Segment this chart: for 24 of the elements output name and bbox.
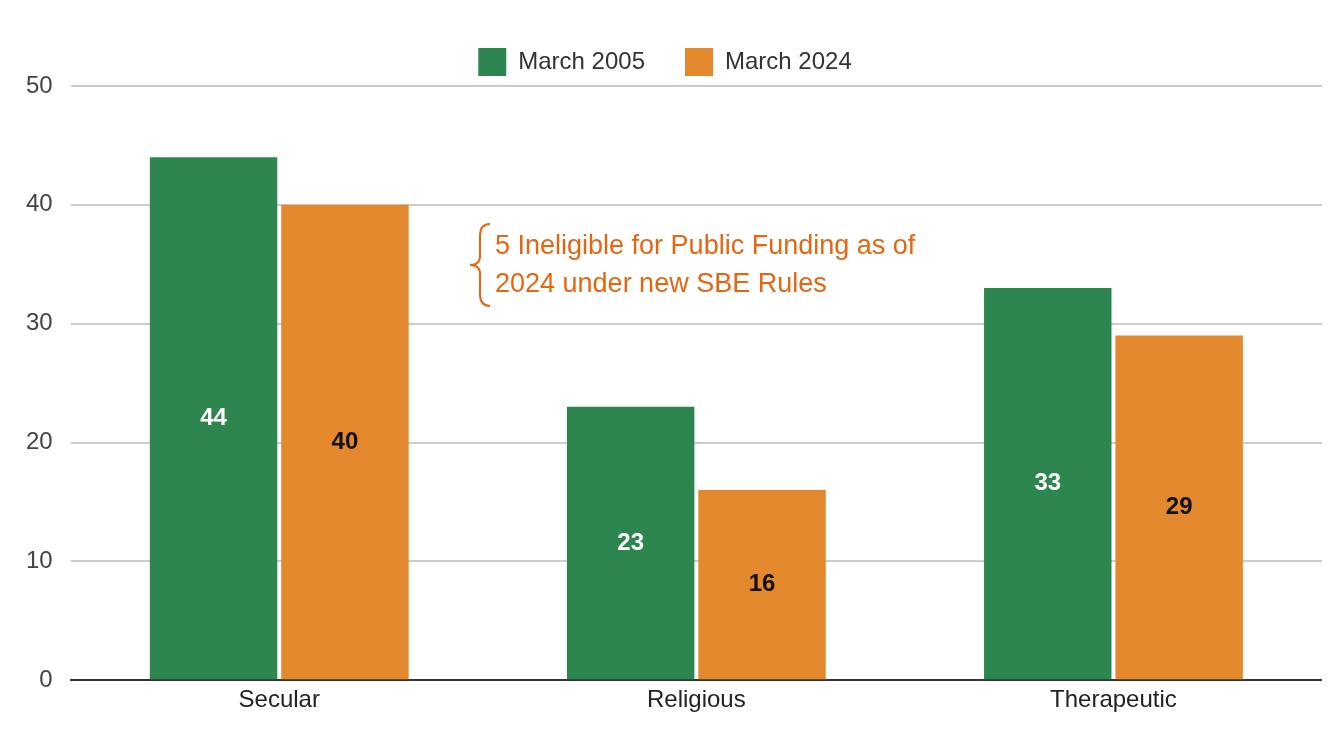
y-tick-label: 20	[25, 427, 53, 455]
data-label: 23	[617, 527, 645, 555]
x-tick-label: Religious	[646, 685, 746, 713]
annotation: 5 Ineligible for Public Funding as of 2024 under new SBE Rules	[495, 229, 917, 300]
y-tick-label: 40	[25, 189, 53, 217]
data-label: 29	[1165, 492, 1193, 520]
bar	[984, 288, 1112, 680]
bar	[698, 490, 826, 680]
legend-label: March 2005	[518, 46, 646, 74]
data-label: 44	[200, 402, 228, 430]
bar	[281, 204, 409, 680]
y-tick-label: 30	[25, 308, 53, 336]
data-label: 40	[331, 426, 359, 454]
bar	[149, 157, 278, 680]
y-tick-label: 0	[39, 664, 53, 692]
y-tick-label: 10	[25, 545, 53, 573]
bar	[1115, 335, 1243, 680]
data-label: 33	[1034, 468, 1062, 496]
x-tick-label: Therapeutic	[1050, 685, 1177, 713]
data-label: 16	[748, 569, 776, 597]
legend-label: March 2024	[725, 46, 852, 74]
y-tick-label: 50	[25, 70, 53, 98]
bar	[566, 406, 695, 680]
x-tick-label: Secular	[238, 685, 320, 713]
